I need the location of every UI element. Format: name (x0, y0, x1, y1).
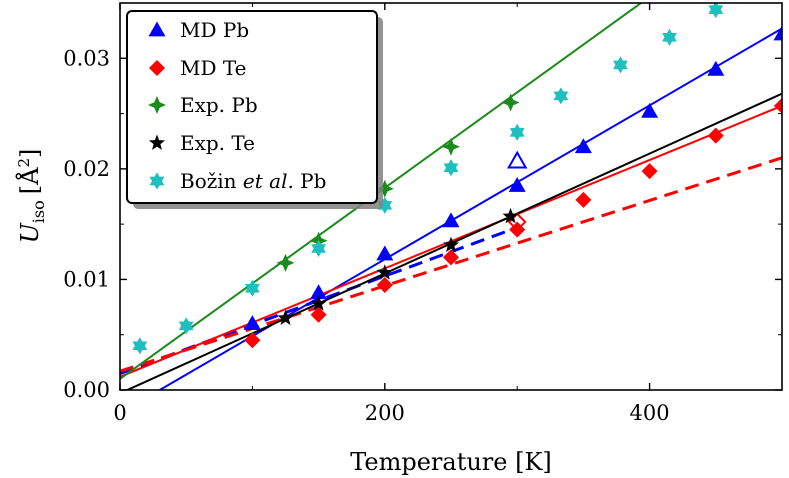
series-5-point-10 (662, 28, 677, 46)
axis-ticks: 0 200 400 0.00 0.01 0.02 0.03 (63, 3, 782, 425)
series-4-point-1 (277, 309, 294, 326)
series-2-dashed-line (120, 156, 782, 373)
series-1-point-9 (773, 25, 782, 41)
x-tick-label: 400 (630, 401, 670, 425)
series-4-point-5 (502, 207, 519, 224)
y-axis-label: Uiso [Å2] (15, 149, 48, 244)
series-5-point-7 (509, 123, 525, 141)
y-tick-label: 0.02 (63, 157, 110, 181)
legend-marker-2 (149, 60, 165, 76)
legend-marker-4 (148, 134, 166, 150)
series-1-point-6 (574, 138, 592, 154)
series-5-point-6 (443, 159, 459, 177)
series-5-point-4 (311, 239, 326, 257)
legend-marker-3 (148, 96, 166, 114)
series-3-point-5 (501, 93, 520, 112)
series-2-point-6 (575, 191, 592, 208)
series-2-point-1 (244, 332, 261, 349)
legend-box (126, 10, 378, 204)
series-2-point-4 (443, 249, 459, 266)
series-2-point-8 (707, 127, 724, 144)
legend-marker-1 (148, 21, 166, 37)
series-5-point-2 (178, 317, 194, 335)
legend-label-2: MD Te (180, 56, 247, 80)
series-3-point-3 (375, 179, 394, 198)
series-5-point-1 (132, 337, 148, 355)
series-5-point-3 (245, 279, 260, 297)
series-1-point-5 (508, 176, 526, 192)
series-1-open-point-1 (506, 150, 528, 169)
series-5-point-9 (613, 56, 628, 74)
series-2-point-7 (641, 163, 658, 180)
series-4-point-3 (376, 264, 393, 280)
legend-label-1: MD Pb (180, 18, 249, 42)
legend-label-5: Božin et al. Pb (180, 169, 326, 193)
series-3-point-1 (276, 253, 295, 272)
y-tick-label: 0.03 (63, 46, 110, 70)
series-5-point-8 (553, 87, 569, 105)
y-tick-label: 0.01 (63, 267, 110, 291)
data-points (132, 3, 782, 355)
series-4-point-4 (442, 236, 460, 253)
series-1-point-2 (310, 284, 328, 300)
y-axis-label-close: ] (16, 149, 44, 158)
series-1-point-3 (376, 245, 394, 261)
series-4-point-2 (310, 295, 327, 311)
series-2-point-9 (774, 97, 782, 114)
legend: MD Pb MD Te Exp. Pb Exp. Te Božin et al. Pb (126, 10, 383, 209)
series-1-point-7 (641, 102, 659, 118)
y-axis-label-symbol: U (16, 222, 44, 243)
legend-label-4: Exp. Te (180, 131, 255, 155)
legend-label-3: Exp. Pb (180, 93, 258, 117)
series-5-point-11 (708, 3, 724, 19)
x-tick-label: 200 (365, 401, 405, 425)
series-1-point-1 (243, 315, 261, 331)
series-1-point-4 (442, 212, 460, 228)
series-1-fit-line (159, 27, 782, 390)
series-1-point-8 (707, 60, 725, 76)
series-2-point-3 (376, 276, 393, 293)
series-3-point-4 (442, 137, 460, 156)
y-axis-label-open: [ (16, 185, 44, 194)
x-tick-label: 0 (113, 401, 126, 425)
y-axis-label-subscript: iso (29, 200, 48, 223)
series-2-point-2 (310, 306, 327, 323)
x-axis-label: Temperature [K] (350, 448, 552, 476)
legend-marker-5 (149, 172, 165, 190)
y-axis-label-exponent: 2 (15, 158, 33, 168)
y-tick-label: 0.00 (63, 378, 110, 402)
y-axis-label-unit: Å (15, 167, 44, 186)
plot-frame (119, 2, 783, 391)
